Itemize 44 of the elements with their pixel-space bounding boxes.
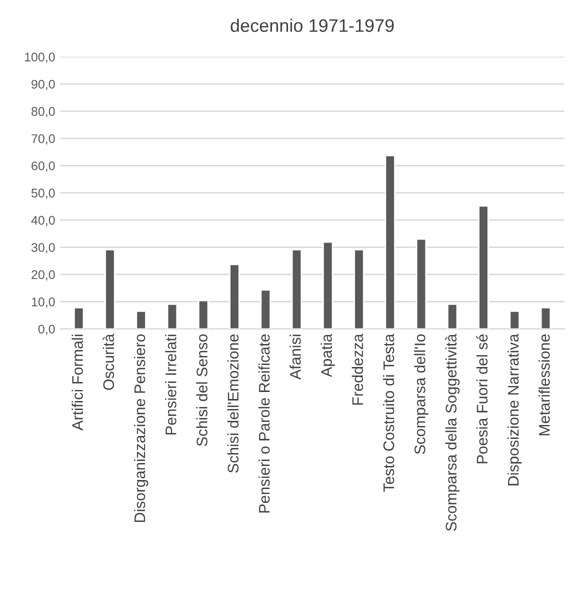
x-tick-label: Apatia — [320, 334, 335, 378]
x-tick-label: Testo Costruito di Testa — [382, 334, 394, 492]
bar — [136, 310, 146, 329]
bar — [322, 241, 334, 329]
bar — [166, 303, 178, 329]
x-tick-label: Artifici Formali — [72, 334, 83, 430]
y-tick-label: 70,0 — [32, 134, 55, 145]
y-tick-label: 100,0 — [24, 52, 55, 63]
x-tick-label: Poesia Fuori del sé — [476, 334, 488, 464]
y-tick-label: 0,0 — [38, 324, 55, 336]
bar — [509, 310, 520, 329]
x-tick-label: Oscurità — [102, 334, 114, 390]
bar — [446, 303, 458, 329]
y-tick-label: 30,0 — [31, 243, 55, 254]
bar — [384, 154, 396, 329]
bar — [104, 249, 116, 329]
bar — [540, 306, 552, 329]
x-tick-label: Disorganizzazione Pensiero — [134, 334, 148, 522]
y-tick-label: 40,0 — [31, 216, 55, 226]
y-tick-label: 90,0 — [32, 80, 55, 90]
bar — [478, 205, 489, 329]
y-tick-label: 60,0 — [32, 161, 55, 172]
x-tick-label: Schisi dell'Emozione — [227, 334, 239, 473]
bar — [354, 249, 364, 329]
x-tick-label: Disposizione Narrativa — [507, 334, 522, 486]
x-tick-label: Freddezza — [352, 334, 364, 405]
bar — [229, 264, 240, 329]
y-tick-label: 80,0 — [32, 107, 55, 118]
x-tick-label: Scomparsa della Soggettività — [445, 334, 460, 531]
y-tick-label: 50,0 — [31, 188, 55, 199]
bar — [198, 300, 209, 329]
bar — [73, 306, 84, 329]
bar — [260, 289, 271, 329]
x-tick-label: Schisi del Senso — [196, 334, 208, 446]
y-tick-label: 20,0 — [32, 270, 55, 281]
chart-title: decennio 1971-1979 — [230, 18, 394, 32]
y-tick-label: 10,0 — [32, 297, 55, 308]
x-tick-label: Pensieri Irrelati — [165, 334, 176, 434]
bar — [416, 238, 427, 329]
x-tick-label: Pensieri o Parole Reificate — [258, 334, 270, 513]
x-tick-label: Metariflessione — [538, 334, 550, 436]
x-tick-label: Scomparsa dell'Io — [414, 334, 428, 454]
x-tick-label: Afanisi — [290, 334, 301, 380]
bar — [291, 249, 302, 329]
